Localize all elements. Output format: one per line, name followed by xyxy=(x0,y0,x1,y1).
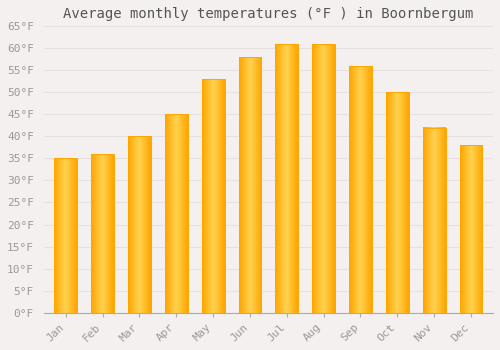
Bar xyxy=(202,79,224,313)
Bar xyxy=(312,44,335,313)
Bar xyxy=(460,145,482,313)
Bar xyxy=(349,66,372,313)
Bar xyxy=(91,154,114,313)
Title: Average monthly temperatures (°F ) in Boornbergum: Average monthly temperatures (°F ) in Bo… xyxy=(63,7,474,21)
Bar xyxy=(386,92,408,313)
Bar xyxy=(238,57,262,313)
Bar xyxy=(422,128,446,313)
Bar xyxy=(165,114,188,313)
Bar xyxy=(128,136,151,313)
Bar xyxy=(276,44,298,313)
Bar xyxy=(54,159,77,313)
